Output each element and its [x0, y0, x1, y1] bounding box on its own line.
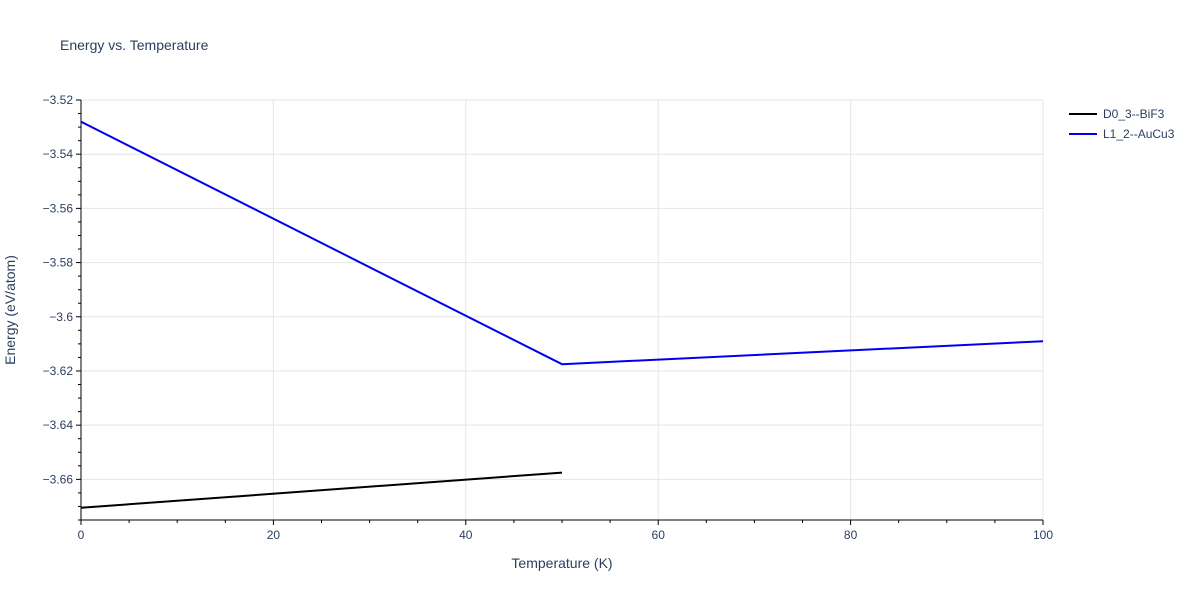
chart-title: Energy vs. Temperature [60, 37, 209, 53]
x-tick-label: 80 [844, 528, 858, 542]
legend-item-1[interactable]: L1_2--AuCu3 [1069, 127, 1175, 141]
legend-label: L1_2--AuCu3 [1103, 127, 1175, 141]
x-tick-label: 20 [267, 528, 281, 542]
series-line-1 [80, 120, 1044, 366]
x-tick-label: 0 [78, 528, 85, 542]
y-tick-label: −3.58 [43, 256, 74, 270]
y-tick-label: −3.62 [43, 364, 74, 378]
x-tick-label: 60 [652, 528, 666, 542]
y-tick-label: −3.54 [43, 147, 74, 161]
legend-item-0[interactable]: D0_3--BiF3 [1069, 107, 1165, 121]
x-tick-label: 40 [459, 528, 473, 542]
x-axis-title: Temperature (K) [511, 555, 612, 571]
y-axis-title: Energy (eV/atom) [2, 255, 18, 365]
legend[interactable]: D0_3--BiF3 L1_2--AuCu3 [1069, 107, 1175, 141]
series-line-0 [80, 471, 563, 509]
axes: 0 20 40 60 80 100 −3.66 −3.64 −3.62 −3.6 −3.58 −3.5… [43, 93, 1054, 542]
x-tick-label: 100 [1033, 528, 1053, 542]
legend-label: D0_3--BiF3 [1103, 107, 1165, 121]
y-tick-label: −3.6 [49, 310, 73, 324]
y-tick-label: −3.64 [43, 418, 74, 432]
y-tick-label: −3.66 [43, 472, 74, 486]
y-tick-label: −3.52 [43, 93, 74, 107]
y-tick-label: −3.56 [43, 201, 74, 215]
grid [81, 99, 1044, 520]
series-layer [80, 120, 1044, 509]
